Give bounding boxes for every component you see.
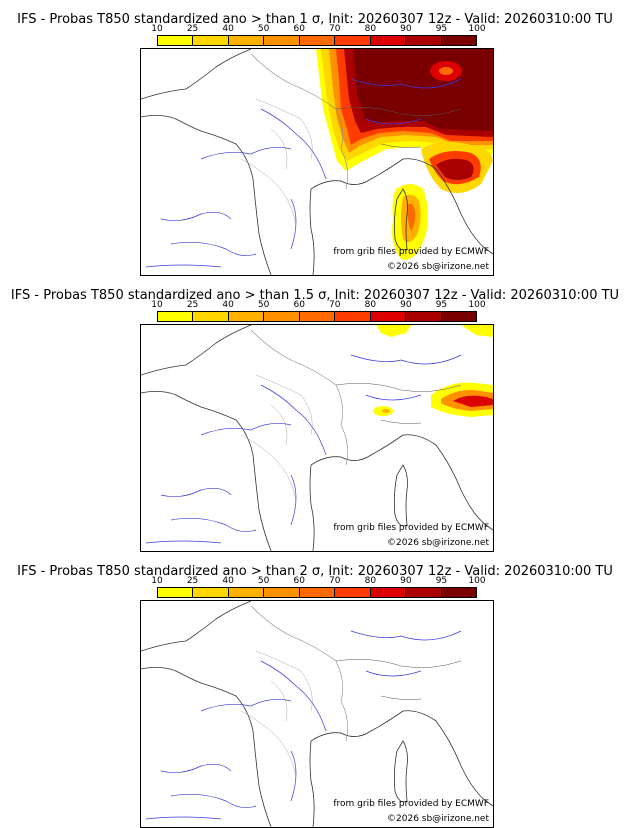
colorbar-tick-label: 80 — [364, 24, 377, 34]
colorbar-segment — [264, 588, 300, 597]
colorbar-tick-label: 40 — [222, 300, 234, 310]
colorbar-segment — [441, 588, 476, 597]
colorbar-segment — [158, 36, 194, 45]
data-source-credit: from grib files provided by ECMWF — [333, 523, 489, 533]
colorbar-segment — [370, 588, 407, 597]
panel-title: IFS - Probas T850 standardized ano > tha… — [17, 564, 613, 579]
colorbar-segment — [228, 312, 265, 321]
copyright-credit: ©2026 sb@irizone.net — [387, 814, 489, 824]
geography — [141, 49, 493, 275]
probability-shading — [373, 325, 493, 417]
colorbar-tick-label: 10 — [151, 24, 163, 34]
map-panel-3: IFS - Probas T850 standardized ano > tha… — [0, 552, 630, 828]
colorbar-tick-label: 25 — [186, 300, 199, 310]
colorbar-segment — [441, 36, 476, 45]
colorbar-tick-label: 95 — [435, 24, 448, 34]
colorbar — [157, 587, 477, 598]
colorbar-tick-label: 80 — [364, 300, 377, 310]
colorbar-ticks: 10 25 40 50 60 70 80 90 95 100 — [151, 576, 485, 587]
colorbar-segment — [158, 312, 194, 321]
map-canvas — [141, 601, 493, 827]
colorbar-segment — [158, 588, 194, 597]
copyright-credit: ©2026 sb@irizone.net — [387, 538, 489, 548]
copyright-credit: ©2026 sb@irizone.net — [387, 262, 489, 272]
colorbar-tick-label: 70 — [329, 576, 341, 586]
map-canvas — [141, 325, 493, 551]
colorbar-tick-label: 10 — [151, 576, 163, 586]
colorbar-tick-label: 50 — [257, 24, 270, 34]
colorbar-segment — [193, 36, 229, 45]
panel-title: IFS - Probas T850 standardized ano > tha… — [17, 12, 613, 27]
probability-map: from grib files provided by ECMWF ©2026 … — [140, 48, 494, 276]
colorbar — [157, 311, 477, 322]
colorbar-segment — [406, 36, 442, 45]
colorbar-tick-label: 25 — [186, 24, 199, 34]
colorbar-segment — [264, 36, 300, 45]
colorbar-ticks: 10 25 40 50 60 70 80 90 95 100 — [151, 300, 485, 311]
colorbar-tick-label: 90 — [400, 24, 412, 34]
data-source-credit: from grib files provided by ECMWF — [333, 247, 489, 257]
colorbar-tick-label: 100 — [468, 24, 486, 34]
colorbar-tick-label: 100 — [468, 300, 486, 310]
colorbar-tick-label: 25 — [186, 576, 199, 586]
colorbar-tick-label: 60 — [293, 24, 305, 34]
geography — [141, 601, 493, 827]
map-canvas — [141, 49, 493, 275]
colorbar-segment — [335, 312, 371, 321]
probability-map: from grib files provided by ECMWF ©2026 … — [140, 600, 494, 828]
colorbar-segment — [370, 312, 407, 321]
colorbar-tick-label: 90 — [400, 300, 412, 310]
colorbar-segment — [264, 312, 300, 321]
panel-title: IFS - Probas T850 standardized ano > tha… — [10, 288, 620, 303]
data-source-credit: from grib files provided by ECMWF — [333, 799, 489, 809]
colorbar-tick-label: 80 — [364, 576, 377, 586]
colorbar-tick-label: 50 — [257, 576, 270, 586]
colorbar-tick-label: 60 — [293, 300, 305, 310]
colorbar-segment — [406, 588, 442, 597]
probability-shading — [316, 49, 493, 260]
colorbar — [157, 35, 477, 46]
colorbar-tick-label: 100 — [468, 576, 486, 586]
geography — [141, 325, 493, 551]
colorbar-tick-label: 40 — [222, 24, 234, 34]
colorbar-tick-label: 40 — [222, 576, 234, 586]
probability-map: from grib files provided by ECMWF ©2026 … — [140, 324, 494, 552]
colorbar-tick-label: 95 — [435, 300, 448, 310]
colorbar-segment — [228, 36, 265, 45]
colorbar-segment — [299, 588, 336, 597]
colorbar-segment — [335, 588, 371, 597]
colorbar-segment — [406, 312, 442, 321]
colorbar-tick-label: 10 — [151, 300, 163, 310]
colorbar-tick-label: 60 — [293, 576, 305, 586]
colorbar-segment — [193, 588, 229, 597]
map-panel-2: IFS - Probas T850 standardized ano > tha… — [0, 276, 630, 552]
colorbar-tick-label: 90 — [400, 576, 412, 586]
colorbar-segment — [441, 312, 476, 321]
colorbar-tick-label: 50 — [257, 300, 270, 310]
map-panel-1: IFS - Probas T850 standardized ano > tha… — [0, 0, 630, 276]
colorbar-tick-label: 95 — [435, 576, 448, 586]
colorbar-segment — [228, 588, 265, 597]
colorbar-segment — [335, 36, 371, 45]
colorbar-segment — [299, 36, 336, 45]
colorbar-segment — [299, 312, 336, 321]
colorbar-segment — [370, 36, 407, 45]
colorbar-tick-label: 70 — [329, 300, 341, 310]
colorbar-tick-label: 70 — [329, 24, 341, 34]
colorbar-segment — [193, 312, 229, 321]
colorbar-ticks: 10 25 40 50 60 70 80 90 95 100 — [151, 24, 485, 35]
